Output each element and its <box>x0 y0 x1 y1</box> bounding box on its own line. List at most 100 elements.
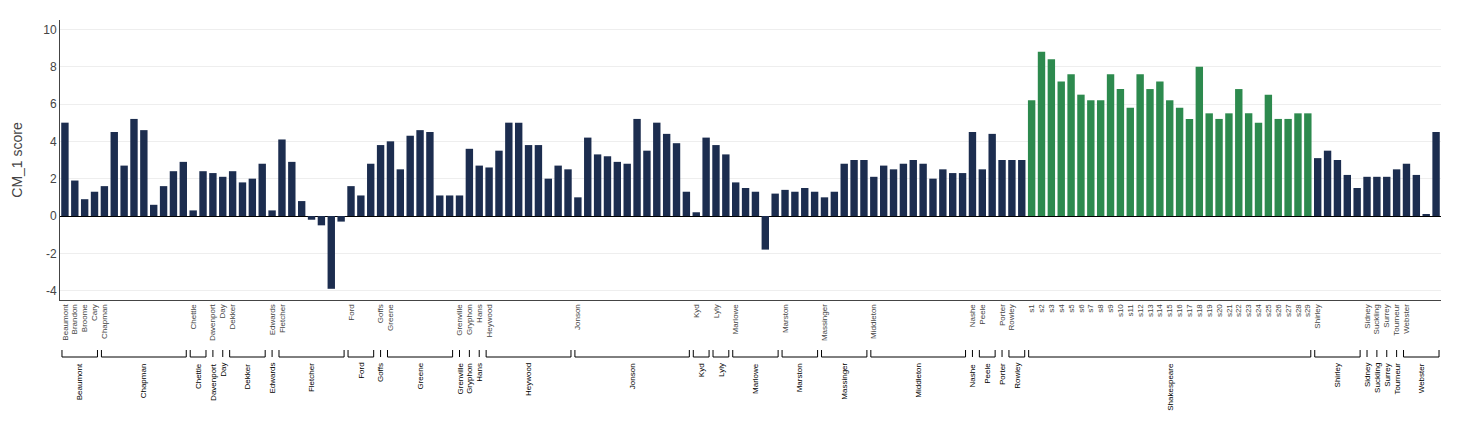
svg-text:Grenville: Grenville <box>456 362 465 394</box>
svg-text:s15: s15 <box>1165 304 1174 317</box>
svg-text:Shirley: Shirley <box>1333 363 1342 387</box>
svg-text:s26: s26 <box>1274 304 1283 317</box>
svg-text:s22: s22 <box>1234 304 1243 317</box>
svg-text:Edwards: Edwards <box>268 362 277 393</box>
svg-text:Middleton: Middleton <box>869 304 878 339</box>
svg-text:Davenport: Davenport <box>209 363 218 401</box>
svg-text:Kyd: Kyd <box>697 363 706 377</box>
svg-text:s13: s13 <box>1146 304 1155 317</box>
svg-text:Jonson: Jonson <box>628 363 637 389</box>
svg-text:s3: s3 <box>1047 304 1056 313</box>
svg-text:Surrey: Surrey <box>1382 304 1391 328</box>
svg-text:s29: s29 <box>1303 304 1312 317</box>
svg-text:Greene: Greene <box>416 362 425 389</box>
svg-text:Marlowe: Marlowe <box>751 363 760 394</box>
svg-text:Gryphon: Gryphon <box>465 304 474 335</box>
svg-text:Fletcher: Fletcher <box>278 304 287 333</box>
svg-text:Marlowe: Marlowe <box>731 304 740 335</box>
svg-text:s7: s7 <box>1086 304 1095 313</box>
svg-text:s14: s14 <box>1155 304 1164 317</box>
svg-text:s4: s4 <box>1057 304 1066 313</box>
svg-text:Webster: Webster <box>1402 304 1411 334</box>
svg-text:s27: s27 <box>1284 304 1293 317</box>
svg-text:s11: s11 <box>1126 304 1135 317</box>
svg-text:Ford: Ford <box>347 304 356 320</box>
svg-text:Davenport: Davenport <box>209 303 218 341</box>
svg-text:Beaumont: Beaumont <box>75 363 84 400</box>
svg-text:s6: s6 <box>1077 304 1086 313</box>
svg-text:s1: s1 <box>1027 304 1036 313</box>
svg-text:Grenville: Grenville <box>455 304 464 336</box>
svg-text:s21: s21 <box>1225 304 1234 317</box>
svg-text:Rowley: Rowley <box>1008 304 1017 330</box>
svg-text:Suckling: Suckling <box>1372 304 1381 334</box>
svg-text:s12: s12 <box>1136 304 1145 317</box>
svg-text:Rowley: Rowley <box>1013 363 1022 389</box>
svg-text:s9: s9 <box>1106 304 1115 313</box>
svg-text:Goffs: Goffs <box>376 304 385 323</box>
svg-text:Kyd: Kyd <box>692 304 701 318</box>
svg-text:Lyly: Lyly <box>712 304 721 318</box>
svg-text:Jonson: Jonson <box>573 304 582 330</box>
svg-text:Peele: Peele <box>983 363 992 384</box>
svg-text:Day: Day <box>218 304 227 318</box>
svg-text:s5: s5 <box>1067 304 1076 313</box>
svg-text:Sidney: Sidney <box>1363 363 1372 387</box>
svg-text:-2: -2 <box>46 247 57 261</box>
svg-text:Marston: Marston <box>781 304 790 333</box>
svg-text:Goffs: Goffs <box>376 363 385 382</box>
svg-text:Tourneur: Tourneur <box>1392 304 1401 336</box>
svg-text:Suckling: Suckling <box>1373 363 1382 393</box>
svg-text:Gryphon: Gryphon <box>465 363 474 394</box>
svg-text:-4: -4 <box>46 284 57 298</box>
svg-text:Porter: Porter <box>998 304 1007 326</box>
svg-text:Day: Day <box>219 363 228 377</box>
svg-text:Heywood: Heywood <box>524 363 533 396</box>
svg-text:0: 0 <box>50 209 57 223</box>
svg-text:Lyly: Lyly <box>717 363 726 377</box>
svg-text:Nashe: Nashe <box>968 304 977 328</box>
svg-text:Heywood: Heywood <box>485 304 494 337</box>
svg-text:Nashe: Nashe <box>968 364 977 388</box>
svg-text:s2: s2 <box>1037 304 1046 313</box>
svg-text:Hans: Hans <box>475 363 484 382</box>
svg-text:Cary: Cary <box>90 304 99 321</box>
svg-text:CM_1 score: CM_1 score <box>9 122 25 198</box>
svg-text:2: 2 <box>50 172 57 186</box>
svg-text:Beaumont: Beaumont <box>61 303 70 340</box>
svg-text:Broome: Broome <box>80 304 89 333</box>
svg-text:Tourneur: Tourneur <box>1393 363 1402 395</box>
svg-text:Hans: Hans <box>475 304 484 323</box>
svg-text:s24: s24 <box>1254 304 1263 317</box>
svg-text:6: 6 <box>50 97 57 111</box>
svg-text:Fletcher: Fletcher <box>307 363 316 392</box>
svg-text:s18: s18 <box>1195 304 1204 317</box>
svg-text:Marston: Marston <box>795 363 804 392</box>
svg-text:Dekker: Dekker <box>243 364 252 390</box>
svg-text:Chapman: Chapman <box>139 364 148 399</box>
svg-text:10: 10 <box>43 23 57 37</box>
svg-text:Brandon: Brandon <box>70 304 79 334</box>
svg-text:Massinger: Massinger <box>820 304 829 341</box>
svg-text:Sidney: Sidney <box>1363 304 1372 328</box>
svg-text:Shirley: Shirley <box>1313 304 1322 328</box>
svg-text:Ford: Ford <box>357 362 366 378</box>
svg-text:8: 8 <box>50 60 57 74</box>
svg-text:Chettle: Chettle <box>189 304 198 330</box>
svg-text:Porter: Porter <box>998 363 1007 385</box>
svg-text:Middleton: Middleton <box>914 363 923 398</box>
svg-text:s10: s10 <box>1116 304 1125 317</box>
svg-text:s20: s20 <box>1215 304 1224 317</box>
svg-text:Surrey: Surrey <box>1383 363 1392 387</box>
svg-text:Greene: Greene <box>386 304 395 331</box>
svg-text:s17: s17 <box>1185 304 1194 317</box>
svg-text:s16: s16 <box>1175 304 1184 317</box>
svg-text:s19: s19 <box>1205 304 1214 317</box>
svg-text:Peele: Peele <box>978 304 987 325</box>
svg-text:s28: s28 <box>1294 304 1303 317</box>
svg-text:s8: s8 <box>1096 304 1105 313</box>
svg-text:Edwards: Edwards <box>268 304 277 335</box>
svg-text:Massinger: Massinger <box>840 362 849 399</box>
svg-text:Webster: Webster <box>1417 363 1426 393</box>
svg-text:Chapman: Chapman <box>100 304 109 339</box>
